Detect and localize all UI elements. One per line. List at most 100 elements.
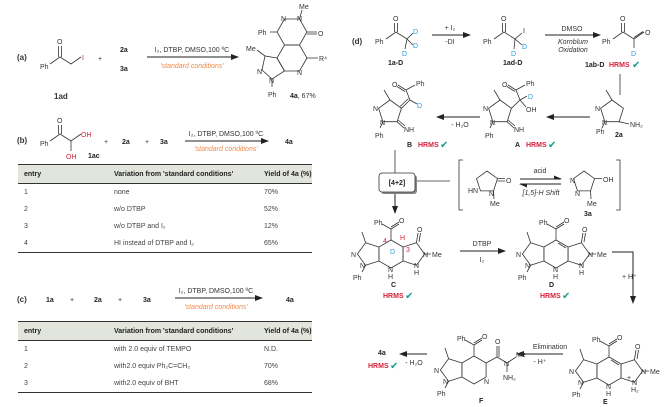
atom: O [564, 218, 570, 225]
atom: Me [246, 46, 256, 53]
atom: Me [432, 252, 442, 259]
atom: N [414, 263, 419, 270]
header-yield: Yield of 4a (%) [264, 170, 312, 178]
atom: O [57, 39, 63, 46]
bonds [379, 84, 418, 129]
ring [439, 358, 463, 382]
atom: Ph [353, 275, 362, 282]
table-b: entry Variation from 'standard condition… [18, 164, 312, 253]
ring [476, 170, 498, 192]
atom: D [390, 249, 395, 256]
structure-4a: N N Me O Ph Me N N N Ph R⁴ [246, 4, 327, 99]
atom: Ph [572, 392, 581, 399]
atom: O [57, 118, 63, 125]
plus-sign: + [98, 56, 102, 63]
header-variation: Variation from 'standard conditions' [114, 327, 234, 335]
bonds [49, 125, 82, 151]
atom: N [575, 191, 580, 198]
bonds [493, 23, 523, 50]
bonds [385, 23, 414, 50]
step-name: [1,5]-H Shift [522, 190, 561, 197]
cell: HI instead of DTBP and I₂ [114, 240, 195, 247]
step-reagent: I₂ [480, 257, 485, 264]
atom: H [400, 235, 405, 242]
tautomer-brackets [458, 159, 621, 211]
panel-d-label: (d) [352, 37, 363, 46]
structure-E: N N Ph N H Ph O O N Me N H₂ + [569, 335, 660, 399]
atom: H₂ [631, 387, 639, 394]
atom: Ph [526, 81, 535, 88]
step-reagent: acid [534, 168, 547, 175]
atom: Ph [268, 92, 277, 99]
atom: OH [66, 154, 77, 161]
cell: w/o DTBP [114, 206, 146, 213]
step-reagent: DTBP [473, 241, 492, 248]
atom: OH [526, 107, 537, 114]
cell: none [114, 189, 130, 196]
atom: N [516, 252, 521, 259]
ring [378, 99, 402, 123]
atom: N [351, 252, 356, 259]
atom: N [483, 106, 488, 113]
atom: O [645, 30, 651, 37]
standard-conditions: 'standard conditions' [184, 304, 248, 311]
cycloaddition-box [378, 172, 416, 193]
atom: N [578, 380, 583, 387]
atom: O [617, 335, 623, 342]
ring [567, 242, 591, 266]
checkmark-icon: ✔ [632, 60, 640, 71]
structure-B: N N Ph NH D O Ph [373, 81, 425, 140]
bonds [590, 178, 602, 200]
atom: Ph [437, 391, 446, 398]
hrms-label: HRMS [383, 293, 404, 300]
ring [574, 359, 598, 383]
atom: O [417, 227, 423, 234]
compound-label: B [407, 142, 412, 149]
atom: D [511, 51, 516, 58]
bonds [489, 84, 528, 129]
plus-sign: + [70, 297, 74, 304]
atom: Me [299, 4, 309, 11]
structure-1a-D: O Ph D D D [375, 16, 418, 58]
compound-label: D [549, 282, 554, 289]
cell: 4 [24, 240, 28, 247]
table-header: entry Variation from 'standard condition… [18, 321, 312, 341]
atom: Ph [375, 133, 384, 140]
header-variation: Variation from 'standard conditions' [114, 170, 234, 178]
atom: N [553, 267, 558, 274]
cell: 65% [264, 240, 279, 247]
bonds [601, 89, 630, 129]
atom: O [582, 227, 588, 234]
cell: 3 [24, 223, 28, 230]
cell: with 2.0 equiv of TEMPO [114, 346, 192, 353]
atom: H [606, 391, 611, 398]
atom: NH₂ [503, 375, 516, 382]
cell: 1 [24, 189, 28, 196]
hrms-label: HRMS [540, 293, 561, 300]
step-byproduct: - H₂O [405, 360, 423, 367]
atom: N [632, 380, 637, 387]
structure-A: N N Ph NH D OH O Ph [483, 81, 537, 140]
atom: D [528, 94, 533, 101]
atom: N [423, 252, 428, 259]
atom: D [402, 51, 407, 58]
atom: Ph [602, 39, 611, 46]
structure-D: N N Ph N H Ph O O N Me N H [516, 218, 607, 282]
atom: O [399, 218, 405, 225]
table-row: 1 with 2.0 equiv of TEMPO N.D. [18, 341, 312, 358]
atom: N [588, 252, 593, 259]
atom: Me [587, 201, 597, 208]
atom: Me [597, 252, 607, 259]
atom: Ph [518, 275, 527, 282]
structure-1ac: O Ph OH OH [40, 118, 92, 161]
compound-label: 1a-D [388, 60, 403, 67]
compound-label: 1ad [54, 92, 68, 101]
atom: Ph [40, 64, 49, 71]
ring [356, 242, 380, 266]
atom: N [606, 384, 611, 391]
step-byproduct: - H⁺ [533, 359, 546, 366]
checkmark-icon: ✔ [548, 140, 556, 151]
step-reagent: DMSO [562, 26, 584, 33]
bonds [444, 337, 517, 389]
